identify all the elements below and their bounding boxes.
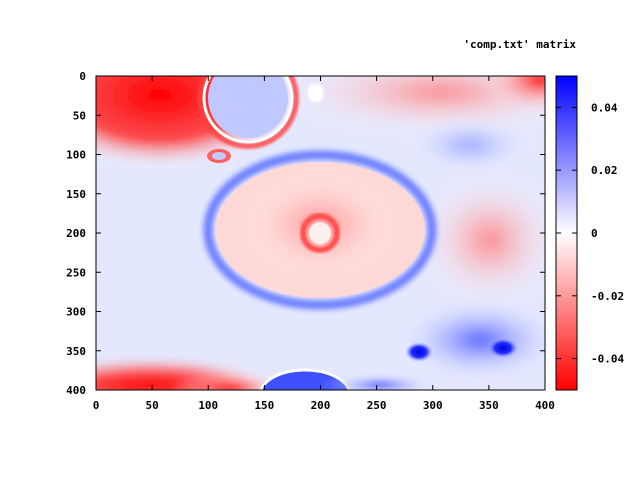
y-tick-label: 200 <box>66 227 86 240</box>
colorbar-tick-label: 0.02 <box>591 164 618 177</box>
x-tick-label: 100 <box>198 399 218 412</box>
x-tick-label: 150 <box>254 399 274 412</box>
colorbar-tick-label: 0.04 <box>591 101 618 114</box>
x-tick-label: 250 <box>367 399 387 412</box>
x-axis: 0 50 100 150 200 250 300 350 400 <box>93 76 555 412</box>
y-tick-label: 0 <box>79 70 86 83</box>
chart-title: 'comp.txt' matrix <box>463 38 576 51</box>
y-axis: 0 50 100 150 200 250 300 350 400 <box>66 70 545 397</box>
x-tick-label: 0 <box>93 399 100 412</box>
x-tick-label: 350 <box>479 399 499 412</box>
heatmap-image <box>96 76 545 390</box>
colorbar-tick-label: 0 <box>591 227 598 240</box>
colorbar: 0.04 0.02 0 -0.02 -0.04 <box>555 75 624 391</box>
y-tick-label: 250 <box>66 266 86 279</box>
y-tick-label: 300 <box>66 306 86 319</box>
y-tick-label: 350 <box>66 345 86 358</box>
y-tick-label: 400 <box>66 384 86 397</box>
colorbar-tick-label: -0.04 <box>591 353 624 366</box>
x-tick-label: 50 <box>146 399 159 412</box>
colorbar-tick-label: -0.02 <box>591 290 624 303</box>
colorbar-ticks: 0.04 0.02 0 -0.02 -0.04 <box>556 101 624 366</box>
x-tick-label: 300 <box>423 399 443 412</box>
x-tick-label: 200 <box>311 399 331 412</box>
y-tick-label: 50 <box>73 109 86 122</box>
x-tick-label: 400 <box>535 399 555 412</box>
y-tick-label: 150 <box>66 188 86 201</box>
y-tick-label: 100 <box>66 149 86 162</box>
